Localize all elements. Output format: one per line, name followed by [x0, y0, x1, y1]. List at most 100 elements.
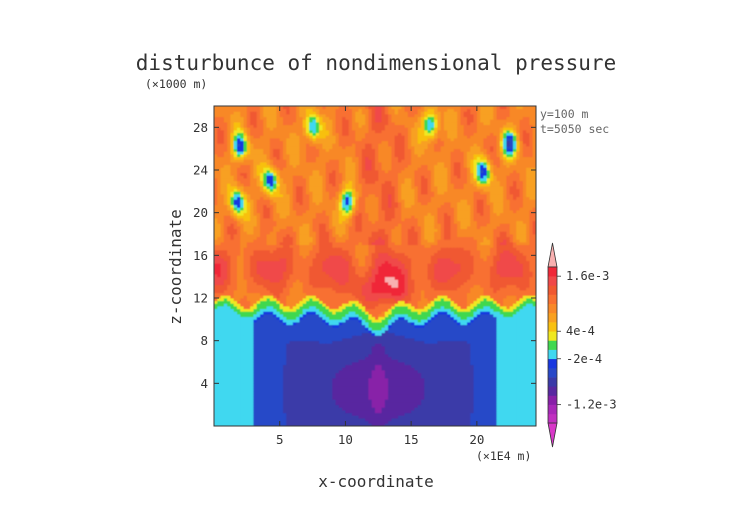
- field-cell: [289, 130, 294, 134]
- field-cell: [237, 260, 241, 264]
- field-cell: [220, 303, 225, 307]
- field-cell: [260, 316, 264, 320]
- field-cell: [342, 282, 346, 286]
- field-cell: [214, 391, 218, 395]
- field-cell: [240, 287, 244, 291]
- field-cell: [269, 362, 274, 366]
- field-cell: [319, 260, 323, 264]
- field-cell: [338, 324, 343, 328]
- field-cell: [315, 418, 320, 422]
- field-cell: [338, 338, 343, 342]
- field-cell: [237, 335, 241, 339]
- field-cell: [329, 316, 333, 320]
- field-cell: [296, 122, 300, 126]
- field-cell: [223, 172, 228, 176]
- field-cell: [286, 162, 290, 166]
- field-cell: [325, 186, 330, 190]
- field-cell: [237, 300, 241, 304]
- field-cell: [260, 284, 264, 288]
- field-cell: [217, 266, 221, 270]
- field-cell: [302, 242, 307, 246]
- field-cell: [342, 170, 346, 174]
- field-cell: [332, 252, 336, 256]
- field-cell: [220, 242, 225, 246]
- field-cell: [292, 266, 297, 270]
- field-cell: [342, 423, 346, 426]
- field-cell: [332, 300, 336, 304]
- field-cell: [299, 274, 304, 278]
- field-cell: [237, 410, 241, 414]
- field-cell: [266, 420, 271, 424]
- field-cell: [289, 314, 294, 318]
- field-cell: [286, 175, 290, 179]
- field-cell: [322, 402, 327, 406]
- field-cell: [325, 132, 330, 136]
- field-cell: [283, 114, 287, 118]
- field-cell: [217, 143, 221, 147]
- field-cell: [302, 143, 307, 147]
- field-cell: [332, 375, 336, 379]
- field-cell: [240, 244, 244, 248]
- field-cell: [237, 228, 241, 232]
- field-cell: [292, 143, 297, 147]
- field-cell: [276, 324, 281, 328]
- field-cell: [263, 378, 267, 382]
- field-cell: [312, 154, 317, 158]
- field-cell: [325, 119, 330, 123]
- field-cell: [302, 415, 307, 419]
- field-cell: [289, 111, 294, 115]
- field-cell: [240, 215, 244, 219]
- field-cell: [273, 242, 277, 246]
- field-cell: [246, 167, 251, 171]
- field-cell: [342, 332, 346, 336]
- field-cell: [263, 316, 267, 320]
- field-cell: [253, 138, 258, 142]
- field-cell: [227, 154, 231, 158]
- field-cell: [292, 354, 297, 358]
- field-cell: [227, 108, 231, 112]
- field-cell: [345, 186, 350, 190]
- field-cell: [220, 292, 225, 296]
- field-cell: [312, 263, 317, 267]
- field-cell: [299, 340, 304, 344]
- field-cell: [256, 226, 261, 230]
- field-cell: [342, 215, 346, 219]
- field-cell: [253, 367, 258, 371]
- field-cell: [329, 244, 333, 248]
- field-cell: [342, 146, 346, 150]
- field-cell: [348, 367, 353, 371]
- field-cell: [325, 263, 330, 267]
- field-cell: [332, 151, 336, 155]
- field-cell: [266, 170, 271, 174]
- field-cell: [263, 319, 267, 323]
- field-cell: [289, 322, 294, 326]
- field-cell: [260, 324, 264, 328]
- field-cell: [250, 407, 254, 411]
- field-cell: [237, 295, 241, 299]
- field-cell: [243, 196, 248, 200]
- field-cell: [329, 175, 333, 179]
- field-cell: [315, 420, 320, 424]
- field-cell: [325, 260, 330, 264]
- field-cell: [269, 396, 274, 400]
- field-cell: [230, 106, 235, 110]
- field-cell: [312, 268, 317, 272]
- field-cell: [312, 338, 317, 342]
- field-cell: [312, 202, 317, 206]
- field-cell: [253, 124, 258, 128]
- field-cell: [253, 420, 258, 424]
- field-cell: [319, 220, 323, 224]
- field-cell: [283, 351, 287, 355]
- field-cell: [302, 180, 307, 184]
- field-cell: [296, 180, 300, 184]
- field-cell: [269, 399, 274, 403]
- field-cell: [250, 362, 254, 366]
- field-cell: [338, 231, 343, 235]
- field-cell: [315, 404, 320, 408]
- field-cell: [325, 196, 330, 200]
- field-cell: [243, 316, 248, 320]
- field-cell: [325, 356, 330, 360]
- field-cell: [227, 167, 231, 171]
- field-cell: [299, 306, 304, 310]
- field-cell: [220, 178, 225, 182]
